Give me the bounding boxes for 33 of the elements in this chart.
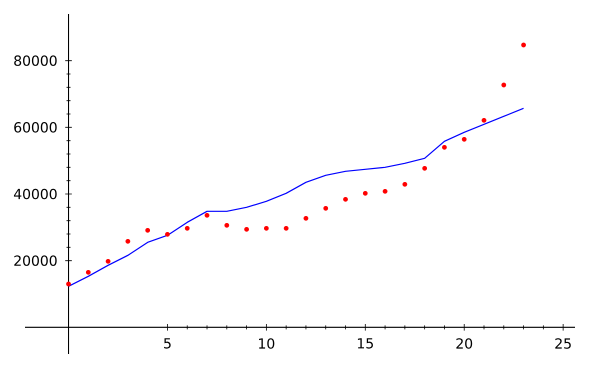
point bbox=[521, 42, 526, 48]
point bbox=[382, 188, 388, 194]
point bbox=[165, 232, 170, 237]
point bbox=[264, 226, 269, 231]
point bbox=[106, 258, 110, 264]
point bbox=[125, 238, 130, 244]
point bbox=[462, 136, 467, 142]
point bbox=[482, 118, 486, 123]
point bbox=[442, 144, 447, 150]
point bbox=[501, 82, 506, 88]
point bbox=[304, 216, 308, 221]
x-tick-label: 25 bbox=[555, 338, 571, 349]
point bbox=[422, 166, 428, 171]
point bbox=[224, 222, 230, 228]
point bbox=[362, 190, 368, 196]
y-tick-label: 40000 bbox=[14, 188, 57, 200]
y-tick-label: 60000 bbox=[14, 122, 57, 133]
point bbox=[184, 226, 190, 231]
point bbox=[66, 282, 71, 286]
point bbox=[402, 182, 408, 187]
y-tick-label: 80000 bbox=[14, 55, 57, 66]
y-tick-label: 20000 bbox=[14, 255, 57, 266]
point bbox=[204, 212, 210, 218]
x-tick-label: 20 bbox=[456, 338, 472, 349]
point bbox=[284, 226, 289, 231]
point bbox=[244, 226, 249, 232]
point bbox=[343, 196, 348, 202]
x-tick-label: 15 bbox=[358, 338, 373, 349]
point bbox=[145, 228, 150, 233]
x-tick-label: 5 bbox=[164, 338, 171, 349]
point bbox=[323, 206, 328, 211]
x-tick-label: 10 bbox=[259, 338, 274, 349]
point bbox=[86, 270, 91, 275]
